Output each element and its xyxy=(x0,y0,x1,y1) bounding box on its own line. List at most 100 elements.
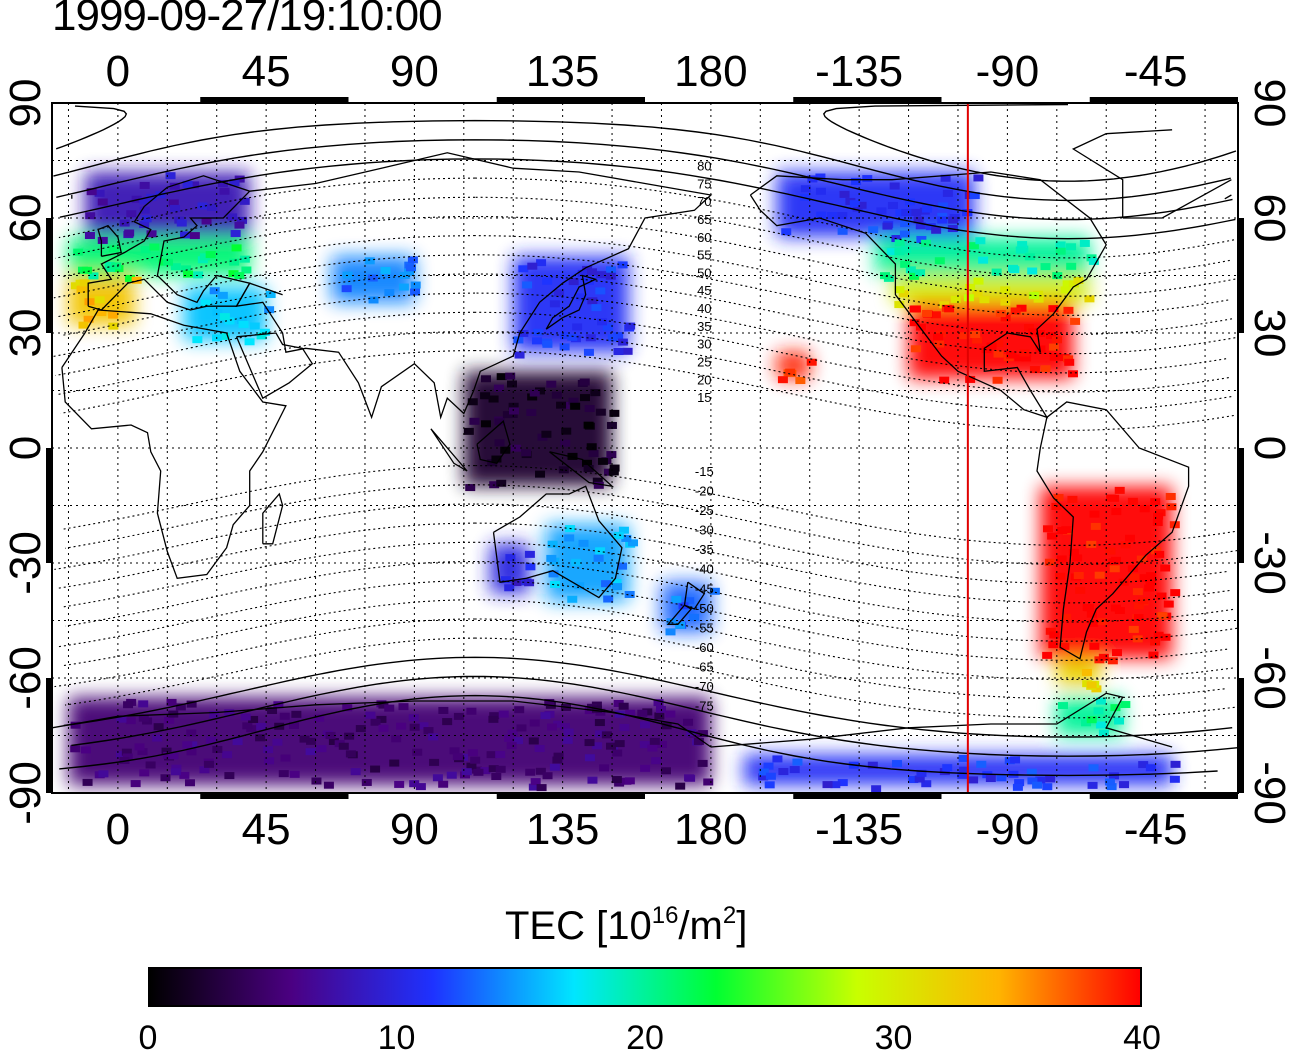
tec-station-point xyxy=(969,192,980,200)
tec-station-point xyxy=(438,780,449,788)
tec-station-point xyxy=(139,221,150,229)
tec-station-point xyxy=(593,481,604,489)
tec-station-point xyxy=(609,409,620,417)
tec-station-point xyxy=(1028,328,1039,336)
tec-station-point xyxy=(535,470,546,478)
tec-station-point xyxy=(886,248,897,256)
tec-station-point xyxy=(837,227,848,235)
tec-station-point xyxy=(624,777,635,785)
tec-station-point xyxy=(597,457,608,465)
tec-station-point xyxy=(1017,241,1028,249)
contour-label: 15 xyxy=(697,390,711,405)
tec-station-point xyxy=(1033,295,1044,303)
frame-tick xyxy=(1089,97,1238,103)
tec-station-point xyxy=(542,340,553,348)
tec-station-point xyxy=(1095,697,1106,705)
tec-station-point xyxy=(1063,306,1074,314)
tec-station-point xyxy=(778,768,789,776)
tec-station-point xyxy=(365,711,376,719)
tec-station-point xyxy=(1151,547,1162,555)
tec-station-point xyxy=(556,401,567,409)
tec-station-point xyxy=(453,712,464,720)
tec-station-point xyxy=(922,205,933,213)
tec-station-point xyxy=(785,368,796,376)
tec-station-point xyxy=(182,180,193,188)
tec-station-point xyxy=(607,334,618,342)
tec-station-point xyxy=(1012,783,1023,791)
tec-station-point xyxy=(504,734,515,742)
tec-station-point xyxy=(1057,527,1068,535)
tec-station-point xyxy=(514,351,525,359)
tec-station-point xyxy=(1064,358,1075,366)
tec-station-point xyxy=(1043,525,1054,533)
tec-station-point xyxy=(915,269,926,277)
tec-station-point xyxy=(559,723,570,731)
tec-station-point xyxy=(255,734,266,742)
tec-station-point xyxy=(1032,781,1043,789)
tec-station-point xyxy=(466,707,477,715)
tec-station-point xyxy=(611,776,622,784)
tec-station-point xyxy=(815,173,826,181)
tec-station-point xyxy=(1068,548,1079,556)
tec-station-point xyxy=(542,277,553,285)
tec-station-point xyxy=(1125,534,1136,542)
tec-station-point xyxy=(554,289,565,297)
tec-station-point xyxy=(933,333,944,341)
tec-station-point xyxy=(186,729,197,737)
tec-station-point xyxy=(939,301,950,309)
coastline xyxy=(545,274,598,330)
tec-station-point xyxy=(563,728,574,736)
tec-station-point xyxy=(567,595,578,603)
tec-station-point xyxy=(244,338,255,346)
tec-station-point xyxy=(1045,775,1056,783)
tec-station-point xyxy=(85,212,96,220)
tec-station-point xyxy=(525,563,536,571)
tec-station-point xyxy=(1042,783,1053,791)
tec-station-point xyxy=(361,778,372,786)
tec-station-point xyxy=(547,540,558,548)
tec-station-point xyxy=(559,343,570,351)
magnetic-contour xyxy=(53,235,1229,316)
tec-station-point xyxy=(259,328,270,336)
tec-station-point xyxy=(1132,588,1143,596)
tec-station-point xyxy=(958,754,969,762)
x-tick-label: -135 xyxy=(815,805,904,854)
tec-station-point xyxy=(1066,243,1077,251)
tec-station-point xyxy=(618,702,629,710)
tec-station-point xyxy=(887,201,898,209)
tec-station-point xyxy=(550,580,561,588)
tec-station-point xyxy=(934,257,945,265)
x-tick-label: 45 xyxy=(241,47,291,96)
tec-station-point xyxy=(528,783,539,791)
tec-station-point xyxy=(494,418,505,426)
tec-station-point xyxy=(1029,366,1040,374)
tec-station-point xyxy=(1026,768,1037,776)
contour-label: -15 xyxy=(695,464,714,479)
map-grid xyxy=(52,103,1238,793)
tec-station-point xyxy=(837,779,848,787)
tec-station-point xyxy=(241,266,252,274)
tec-station-point xyxy=(592,477,603,485)
tec-station-point xyxy=(1089,510,1100,518)
tec-station-point xyxy=(1088,619,1099,627)
tec-station-point xyxy=(1150,498,1161,506)
tec-station-point xyxy=(489,712,500,720)
tec-station-point xyxy=(470,756,481,764)
tec-station-point xyxy=(609,464,620,472)
tec-station-point xyxy=(108,311,119,319)
tec-station-point xyxy=(1087,781,1098,789)
tec-station-point xyxy=(524,550,535,558)
tec-station-point xyxy=(693,737,704,745)
tec-station-point xyxy=(176,219,187,227)
tec-station-point xyxy=(449,747,460,755)
tec-station-point xyxy=(959,766,970,774)
tec-station-point xyxy=(1048,641,1059,649)
tec-station-point xyxy=(1021,354,1032,362)
tec-station-point xyxy=(239,255,250,263)
tec-station-point xyxy=(868,226,879,234)
tec-station-point xyxy=(428,733,439,741)
tec-station-point xyxy=(909,319,920,327)
tec-station-point xyxy=(976,760,987,768)
tec-station-point xyxy=(80,746,91,754)
tec-station-point xyxy=(263,746,274,754)
